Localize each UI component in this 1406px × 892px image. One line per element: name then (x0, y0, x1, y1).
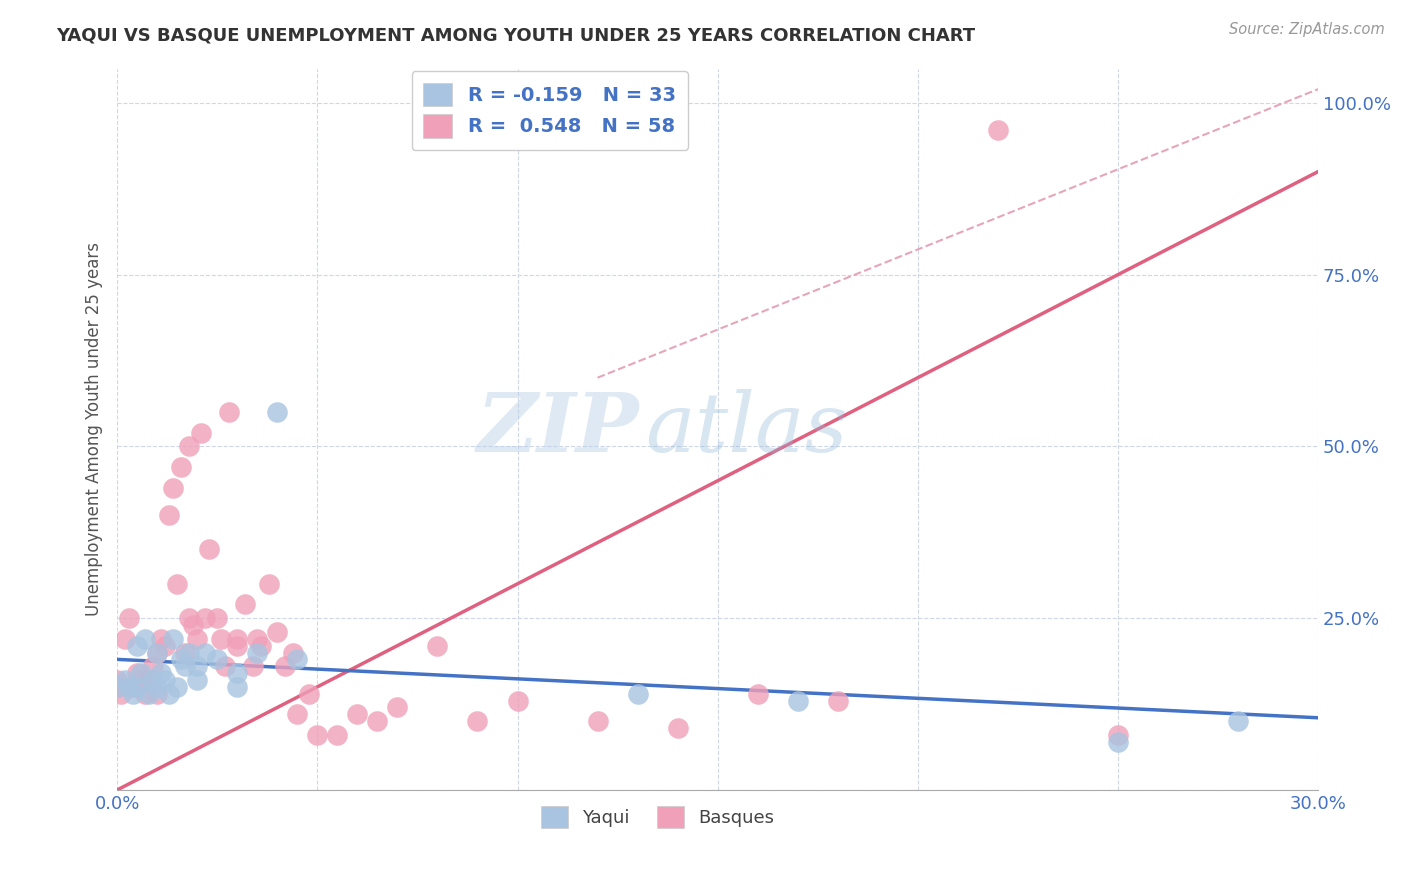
Point (226, 666, 249, 681)
Point (207, 611, 229, 625)
Point (467, 714, 489, 729)
Point (666, 721, 689, 735)
Point (186, 632, 208, 646)
Point (170, 460, 193, 475)
Text: atlas: atlas (645, 389, 848, 469)
Point (246, 646, 269, 660)
Point (207, 652, 229, 666)
Point (157, 687, 180, 701)
Point (426, 639, 449, 653)
Point (266, 405, 288, 419)
Point (283, 646, 305, 660)
Point (150, 632, 173, 646)
Point (250, 639, 273, 653)
Point (174, 659, 197, 673)
Point (285, 652, 308, 666)
Point (246, 632, 269, 646)
Point (122, 687, 145, 701)
Point (114, 673, 136, 687)
Point (181, 618, 204, 632)
Point (233, 598, 256, 612)
Point (138, 687, 160, 701)
Point (142, 659, 165, 673)
Point (129, 666, 152, 681)
Point (118, 611, 141, 625)
Point (387, 700, 409, 714)
Point (134, 632, 156, 646)
Point (194, 611, 217, 625)
Point (146, 680, 169, 694)
Point (987, 123, 1010, 137)
Point (198, 542, 221, 557)
Point (209, 632, 232, 646)
Point (162, 632, 184, 646)
Point (226, 680, 249, 694)
Point (162, 481, 184, 495)
Point (285, 707, 308, 722)
Point (186, 673, 208, 687)
Point (105, 673, 128, 687)
Point (179, 646, 201, 660)
Point (626, 687, 648, 701)
Point (105, 680, 128, 694)
Point (366, 714, 388, 729)
Point (129, 673, 152, 687)
Point (138, 673, 160, 687)
Point (1227, 714, 1250, 729)
Point (122, 680, 145, 694)
Point (146, 646, 169, 660)
Text: YAQUI VS BASQUE UNEMPLOYMENT AMONG YOUTH UNDER 25 YEARS CORRELATION CHART: YAQUI VS BASQUE UNEMPLOYMENT AMONG YOUTH… (56, 27, 976, 45)
Point (226, 632, 249, 646)
Point (127, 666, 149, 681)
Point (179, 611, 201, 625)
Point (166, 680, 188, 694)
Point (1107, 728, 1129, 742)
Point (166, 576, 188, 591)
Point (190, 425, 212, 440)
Point (266, 624, 288, 639)
Point (326, 728, 349, 742)
Point (155, 673, 177, 687)
Point (105, 680, 128, 694)
Point (157, 508, 180, 522)
Point (179, 439, 201, 453)
Point (118, 680, 141, 694)
Legend: Yaqui, Basques: Yaqui, Basques (533, 798, 782, 835)
Point (194, 646, 217, 660)
Point (170, 652, 193, 666)
Point (134, 687, 156, 701)
Point (110, 687, 132, 701)
Point (127, 680, 149, 694)
Point (142, 673, 165, 687)
Point (146, 646, 169, 660)
Point (242, 659, 264, 673)
Text: ZIP: ZIP (477, 389, 640, 469)
Point (214, 659, 236, 673)
Point (786, 693, 808, 707)
Text: Source: ZipAtlas.com: Source: ZipAtlas.com (1229, 22, 1385, 37)
Point (747, 687, 769, 701)
Point (226, 639, 249, 653)
Point (114, 632, 136, 646)
Point (1107, 735, 1129, 749)
Point (127, 680, 149, 694)
Point (150, 666, 173, 681)
Point (586, 714, 609, 729)
Point (827, 693, 849, 707)
Y-axis label: Unemployment Among Youth under 25 years: Unemployment Among Youth under 25 years (86, 243, 103, 616)
Point (259, 576, 281, 591)
Point (146, 687, 169, 701)
Point (174, 646, 197, 660)
Point (506, 693, 529, 707)
Point (155, 639, 177, 653)
Point (127, 639, 149, 653)
Point (298, 687, 321, 701)
Point (274, 659, 297, 673)
Point (218, 405, 240, 419)
Point (307, 728, 329, 742)
Point (186, 659, 208, 673)
Point (346, 707, 368, 722)
